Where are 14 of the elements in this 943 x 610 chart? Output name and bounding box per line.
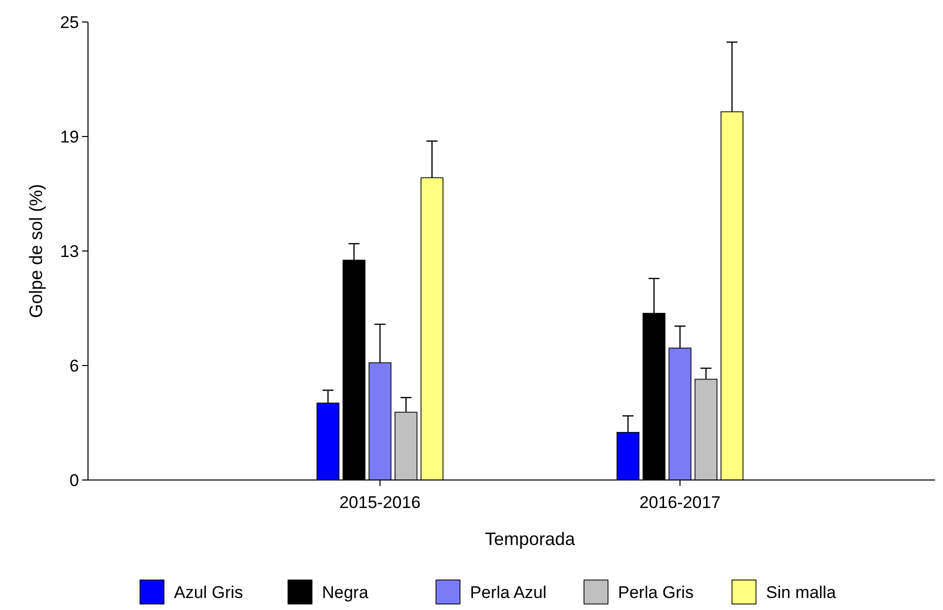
legend-label: Perla Azul bbox=[470, 582, 547, 602]
legend-label: Negra bbox=[322, 582, 369, 602]
legend-label: Azul Gris bbox=[174, 582, 243, 602]
y-tick-label: 13 bbox=[60, 242, 79, 261]
x-tick-label: 2015-2016 bbox=[339, 493, 421, 512]
y-tick-label: 25 bbox=[60, 12, 79, 32]
y-tick-label: 19 bbox=[60, 127, 79, 146]
y-tick-label: 6 bbox=[70, 356, 79, 376]
x-axis-title: Temporada bbox=[484, 529, 576, 549]
y-tick-label: 0 bbox=[70, 470, 79, 490]
legend-label: Sin malla bbox=[766, 582, 836, 602]
legend-label: Perla Gris bbox=[618, 582, 694, 602]
y-axis-title: Golpe de sol (%) bbox=[26, 184, 46, 318]
x-tick-label: 2016-2017 bbox=[639, 493, 721, 512]
